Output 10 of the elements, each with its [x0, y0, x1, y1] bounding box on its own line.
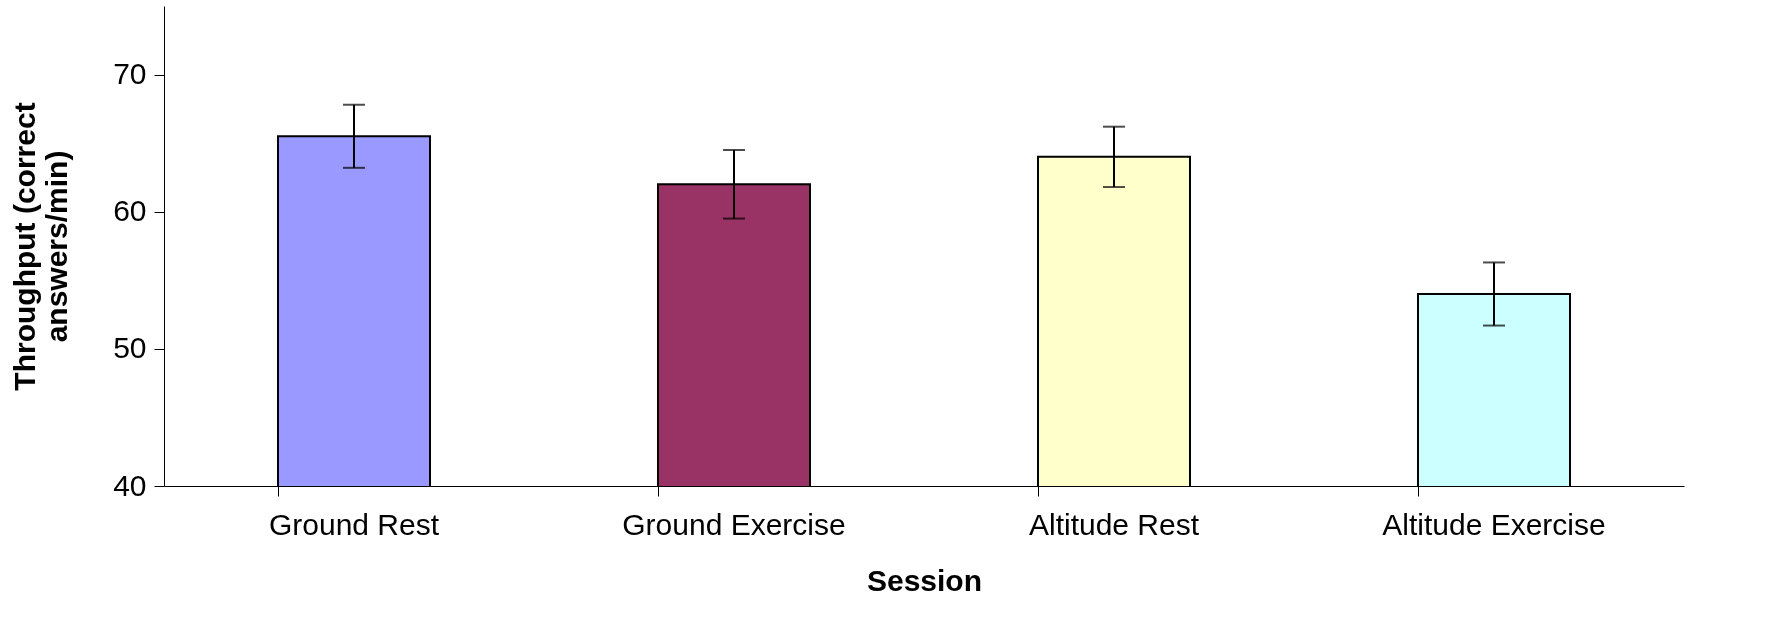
x-tick-label: Ground Rest [268, 507, 440, 541]
y-tick-label: 40 [113, 468, 147, 502]
y-tick-label: 70 [113, 57, 147, 91]
y-tick-label: 50 [113, 331, 147, 365]
y-tick-label: 60 [113, 194, 147, 228]
y-axis-title: Throughput (correct answers/min) [8, 102, 74, 391]
x-axis-title: Session [866, 563, 983, 597]
x-tick-label: Altitude Rest [1028, 507, 1200, 541]
x-tick-label: Altitude Exercise [1382, 507, 1606, 541]
x-tick-label: Ground Exercise [622, 507, 846, 541]
